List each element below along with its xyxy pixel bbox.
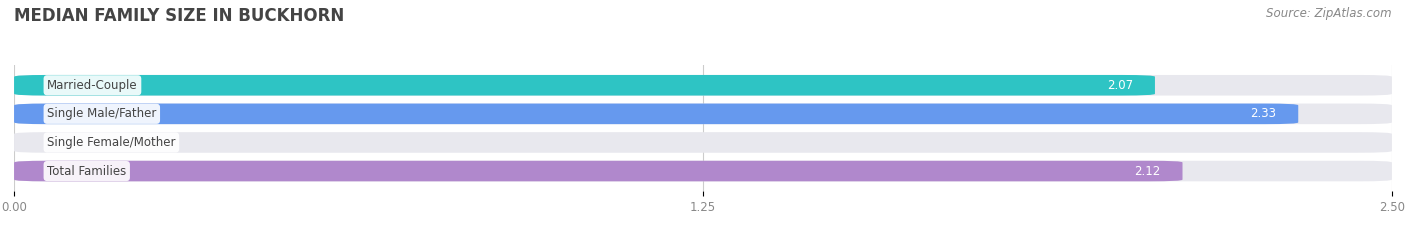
Text: 2.33: 2.33 [1250,107,1277,120]
Text: Single Male/Father: Single Male/Father [48,107,156,120]
Text: Total Families: Total Families [48,164,127,178]
FancyBboxPatch shape [14,132,1392,153]
Text: 2.12: 2.12 [1135,164,1160,178]
Text: Source: ZipAtlas.com: Source: ZipAtlas.com [1267,7,1392,20]
Text: Single Female/Mother: Single Female/Mother [48,136,176,149]
FancyBboxPatch shape [14,75,1392,96]
FancyBboxPatch shape [14,75,1154,96]
FancyBboxPatch shape [14,161,1182,181]
Text: 0.00: 0.00 [135,136,162,149]
FancyBboxPatch shape [14,103,1392,124]
Text: Married-Couple: Married-Couple [48,79,138,92]
FancyBboxPatch shape [14,161,1392,181]
Text: 2.07: 2.07 [1107,79,1133,92]
FancyBboxPatch shape [14,103,1298,124]
Text: MEDIAN FAMILY SIZE IN BUCKHORN: MEDIAN FAMILY SIZE IN BUCKHORN [14,7,344,25]
